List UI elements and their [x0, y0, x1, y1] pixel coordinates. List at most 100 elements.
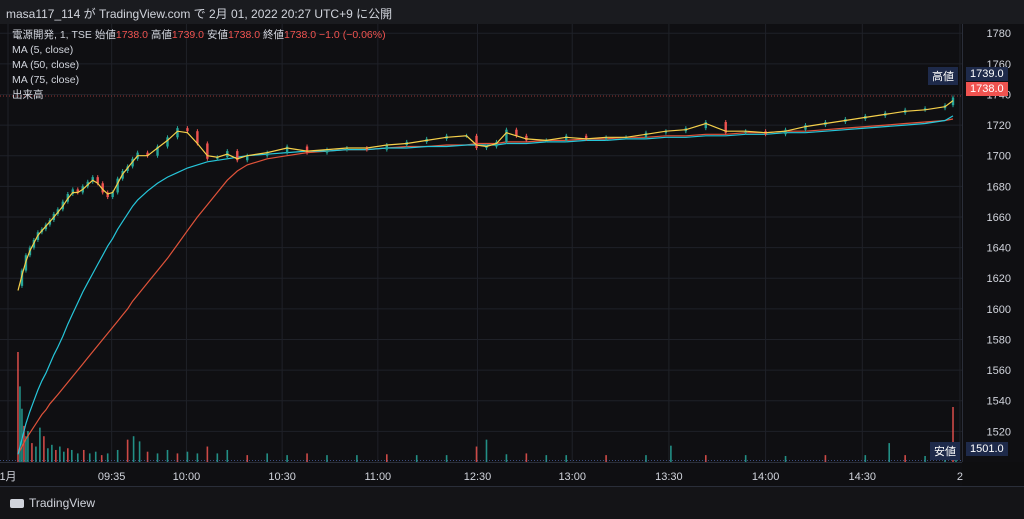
candle-body — [91, 177, 94, 182]
x-tick-label: 14:00 — [752, 471, 780, 483]
volume-bar — [63, 451, 65, 462]
x-tick-label: 2 — [957, 471, 963, 483]
volume-bar — [100, 455, 103, 462]
x-tick-label: 14:30 — [849, 471, 877, 483]
x-tick-label: 12:30 — [464, 471, 492, 483]
chart-legend: 電源開発, 1, TSE 始値1738.0 高値1739.0 安値1738.0 … — [12, 28, 386, 103]
low-value: 1501.0 — [970, 443, 1004, 455]
x-tick-label: 13:30 — [655, 471, 683, 483]
volume-bar — [415, 455, 418, 462]
high-value: 1739.0 — [970, 68, 1004, 80]
legend-ma5[interactable]: MA (5, close) — [12, 44, 74, 56]
volume-bar — [31, 443, 33, 462]
volume-bar — [138, 441, 141, 462]
volume-bar — [246, 455, 249, 462]
legend-change: −1.0 (−0.06%) — [319, 29, 386, 41]
volume-bar — [386, 454, 388, 462]
x-tick-label: 13:00 — [558, 471, 586, 483]
candle-body — [285, 146, 289, 153]
volume-bar — [186, 451, 189, 462]
candle-body — [166, 137, 169, 147]
footer-bar: TradingView — [0, 486, 1024, 519]
volume-bar — [25, 436, 27, 462]
legend-symbol: 電源開発, 1, TSE — [12, 29, 92, 41]
volume-bar — [132, 436, 135, 462]
candle-body — [265, 152, 269, 156]
last-price: 1738.0 — [970, 83, 1004, 95]
candle-body — [71, 189, 74, 194]
volume-bar — [286, 455, 288, 462]
volume-bar — [43, 436, 45, 462]
x-tick-label: 10:00 — [173, 471, 201, 483]
x-tick-label: 10:30 — [268, 471, 296, 483]
price-axis[interactable] — [962, 24, 1024, 462]
candle-body — [485, 146, 488, 149]
low-label-box: 安値 — [930, 442, 960, 460]
volume-bar — [824, 455, 827, 462]
volume-bar — [485, 439, 488, 462]
volume-bar — [27, 431, 29, 462]
volume-bar — [356, 455, 358, 462]
volume-bar — [216, 453, 219, 462]
volume-bar — [88, 453, 91, 462]
legend-close: 1738.0 — [284, 29, 317, 41]
high-value-box: 1739.0 — [966, 67, 1008, 81]
volume-bar — [505, 454, 508, 462]
volume-bar — [445, 455, 448, 462]
y-tick-label: 1600 — [987, 304, 1011, 316]
volume-bar — [670, 445, 672, 462]
volume-bar — [306, 453, 308, 462]
time-axis[interactable] — [0, 462, 962, 487]
volume-bar — [605, 455, 607, 462]
low-value-box: 1501.0 — [966, 442, 1008, 456]
candle-body — [525, 135, 528, 141]
legend-ma50[interactable]: MA (50, close) — [12, 59, 80, 71]
low-label: 安値 — [934, 446, 956, 458]
volume-bar — [55, 449, 57, 462]
candle-body — [744, 131, 747, 133]
volume-bar — [475, 446, 478, 462]
y-tick-label: 1540 — [987, 396, 1011, 408]
candle-body — [704, 122, 707, 129]
candle-body — [216, 157, 219, 159]
candle-body — [604, 137, 608, 139]
candle-body — [495, 141, 498, 147]
x-tick-label: 1月 — [0, 471, 17, 483]
volume-bar — [784, 455, 787, 462]
volume-bar — [525, 453, 528, 462]
candle-body — [96, 177, 99, 184]
legend-ohlc-row: 電源開発, 1, TSE 始値1738.0 高値1739.0 安値1738.0 … — [12, 28, 386, 43]
legend-volume[interactable]: 出来高 — [12, 89, 44, 101]
y-tick-label: 1720 — [987, 120, 1011, 132]
volume-bar — [266, 453, 268, 462]
candle-body — [146, 152, 149, 156]
volume-bar — [196, 453, 199, 462]
candle-body — [156, 146, 159, 156]
candle-body — [664, 131, 668, 133]
legend-low: 1738.0 — [227, 29, 261, 41]
high-label: 高値 — [932, 71, 954, 83]
volume-bar — [545, 455, 548, 462]
candle-body — [515, 129, 518, 136]
volume-bar — [106, 453, 109, 462]
legend-high-label: 高値 — [150, 29, 172, 41]
candle-body — [76, 189, 79, 193]
candle-body — [505, 129, 508, 142]
legend-open-label: 始値 — [94, 29, 116, 41]
y-tick-label: 1560 — [987, 365, 1011, 377]
y-tick-label: 1620 — [987, 273, 1011, 285]
candle-body — [106, 192, 109, 198]
volume-bar — [82, 449, 85, 462]
candle-body — [186, 128, 189, 132]
volume-bar — [94, 451, 97, 462]
legend-ma75[interactable]: MA (75, close) — [12, 74, 80, 86]
footer-brand[interactable]: TradingView — [10, 496, 95, 510]
volume-bar — [76, 453, 79, 462]
chart-area[interactable] — [0, 24, 962, 462]
volume-bar — [70, 449, 73, 462]
volume-bar — [888, 443, 891, 462]
candle-body — [385, 144, 388, 150]
volume-bar — [166, 449, 169, 462]
x-tick-label: 11:00 — [364, 471, 391, 483]
